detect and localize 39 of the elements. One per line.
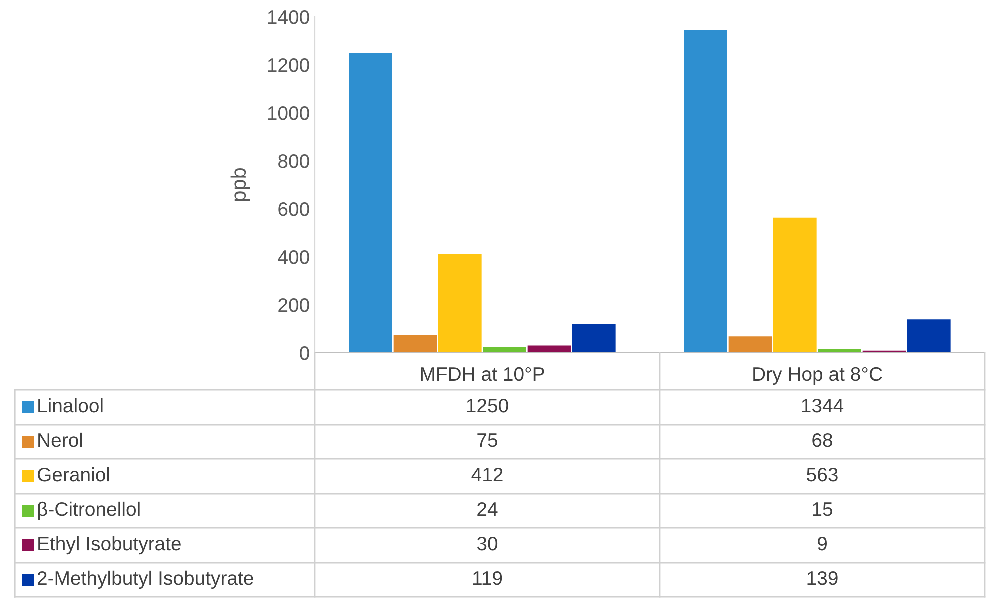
data-label: 412 <box>472 468 503 482</box>
y-tick-label: 400 <box>278 250 310 264</box>
legend-label: Ethyl Isobutyrate <box>38 536 181 555</box>
legend-label: 2-Methylbutyl Isobutyrate <box>38 570 254 590</box>
bar <box>572 324 616 353</box>
bar <box>438 254 482 353</box>
legend-label: Geraniol <box>38 467 110 482</box>
bar <box>528 346 572 353</box>
x-tick-label: MFDH at 10°P <box>421 367 544 382</box>
data-label: 15 <box>813 502 832 516</box>
y-tick-label: 0 <box>300 346 310 360</box>
data-label: 9 <box>818 536 827 551</box>
y-tick-label: 1200 <box>268 58 310 72</box>
data-label: 1344 <box>802 398 844 413</box>
bar <box>908 320 951 353</box>
y-tick-label: 600 <box>278 202 310 216</box>
legend-label: β-Citronellol <box>38 502 140 520</box>
y-tick-label: 200 <box>278 298 310 312</box>
bar <box>684 30 728 353</box>
data-label: 139 <box>808 571 838 586</box>
data-label: 563 <box>807 468 838 482</box>
legend-label: Nerol <box>38 432 82 448</box>
data-label: 30 <box>477 536 498 551</box>
bar <box>349 53 392 353</box>
data-label: 1250 <box>467 398 508 413</box>
y-tick-label: 800 <box>278 154 310 168</box>
y-axis-title: ppb <box>230 168 250 202</box>
data-label: 24 <box>478 502 498 516</box>
bar <box>774 218 817 353</box>
data-label: 68 <box>812 433 832 448</box>
x-tick-label: Dry Hop at 8°C <box>754 367 882 386</box>
legend-label: Linalool <box>38 398 103 413</box>
bar <box>394 335 438 353</box>
data-label: 75 <box>478 434 498 448</box>
bar <box>483 347 526 353</box>
y-tick-label: 1400 <box>268 10 310 24</box>
y-tick-label: 1000 <box>268 106 310 120</box>
data-label: 119 <box>473 571 502 586</box>
bar <box>728 336 772 353</box>
